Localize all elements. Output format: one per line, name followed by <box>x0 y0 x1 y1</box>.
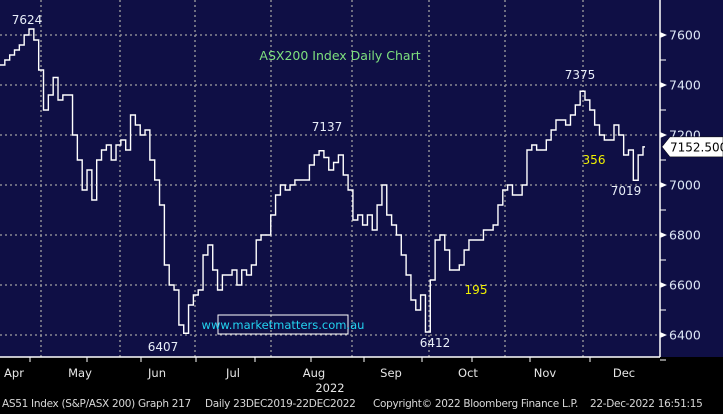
y-tick-label: 7400 <box>669 78 701 93</box>
annotations: 7624 6407 7137 6412 7375 7019 195 356 <box>12 13 642 354</box>
footer-security: AS51 Index (S&P/ASX 200) Graph 217 <box>2 398 191 410</box>
footer-range: Daily 23DEC2019-22DEC2022 <box>205 398 356 410</box>
x-tick-label: Dec <box>613 366 635 380</box>
watermark-box <box>217 314 349 335</box>
y-tick-marker <box>660 82 667 88</box>
plot-background <box>0 0 723 357</box>
footer-copyright: Copyright© 2022 Bloomberg Finance L.P. <box>373 398 578 410</box>
watermark-text: www.marketmatters.com.au <box>202 318 365 332</box>
y-tick-label: 7600 <box>669 28 701 43</box>
annotation-label: 7137 <box>312 120 343 134</box>
annotation-label: 195 <box>465 283 488 297</box>
x-axis-year-label: 2022 <box>315 381 344 395</box>
annotation-label: 7019 <box>611 184 642 198</box>
x-tick-label: Jul <box>225 366 240 380</box>
x-tick-label: Nov <box>534 366 557 380</box>
y-tick-marker <box>660 282 667 288</box>
annotation-label: 7375 <box>565 68 596 82</box>
last-price-value: 7152.500 <box>670 140 723 154</box>
x-tick-label: May <box>68 366 92 380</box>
y-tick-marker <box>660 332 667 338</box>
price-series-line <box>0 28 645 334</box>
x-tick-label: Sep <box>380 366 402 380</box>
y-tick-label: 7000 <box>669 178 701 193</box>
y-tick-marker <box>660 182 667 188</box>
annotation-label: 7624 <box>12 13 43 27</box>
chart-title: ASX200 Index Daily Chart <box>259 48 420 63</box>
last-price-tag-shape <box>661 136 723 158</box>
watermark: www.marketmatters.com.au <box>202 314 365 335</box>
x-tick-label: Apr <box>4 366 24 380</box>
annotation-label: 6412 <box>420 336 451 350</box>
y-tick-marker <box>660 232 667 238</box>
x-tick-label: Aug <box>303 366 325 380</box>
grid <box>0 0 660 357</box>
x-tick-label: Jun <box>147 366 166 380</box>
annotation-label: 356 <box>583 153 606 167</box>
y-tick-marker <box>660 32 667 38</box>
y-tick-label: 6400 <box>669 328 701 343</box>
y-tick-label: 6600 <box>669 278 701 293</box>
last-price-tag: 7152.500 <box>661 136 723 158</box>
x-axis-ticks: Apr May Jun Jul Aug Sep Oct Nov Dec <box>4 357 635 380</box>
annotation-label: 6407 <box>148 340 179 354</box>
y-tick-marker <box>660 132 667 138</box>
footer-timestamp: 22-Dec-2022 16:51:15 <box>590 398 703 410</box>
y-tick-label: 6800 <box>669 228 701 243</box>
x-tick-label: Oct <box>458 366 478 380</box>
